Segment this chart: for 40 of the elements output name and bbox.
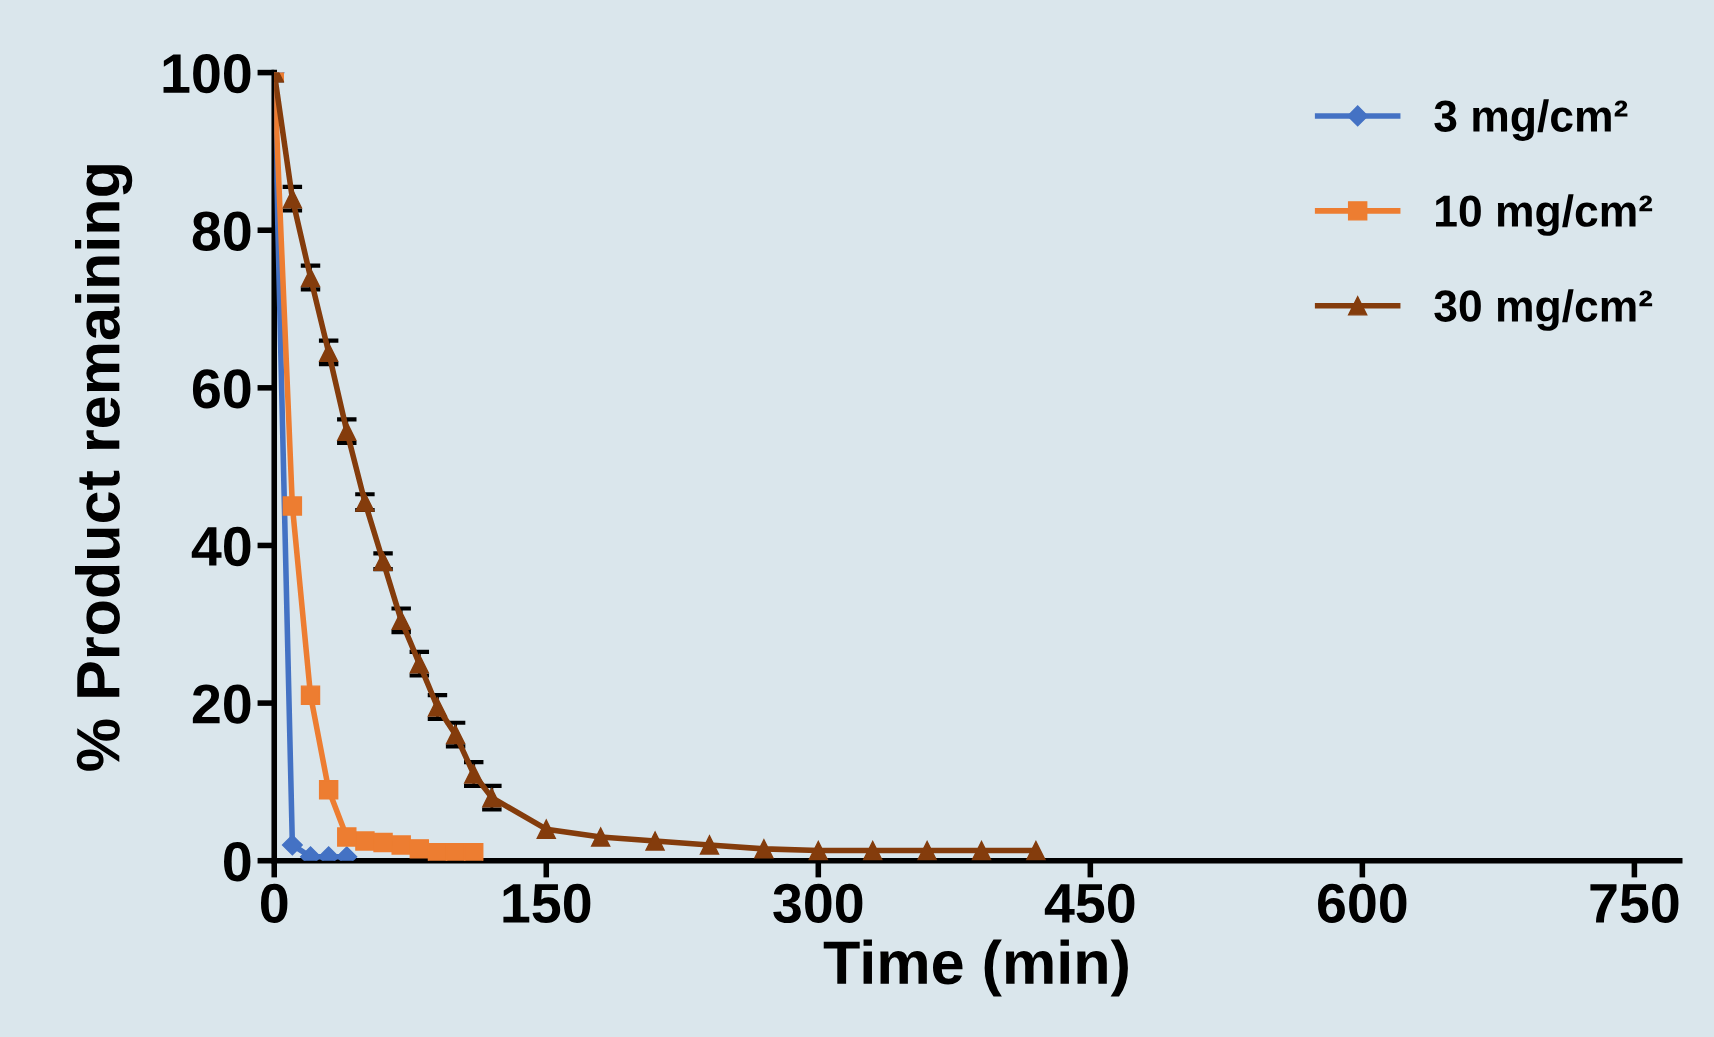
point bbox=[645, 831, 665, 851]
point bbox=[445, 843, 466, 861]
point bbox=[409, 839, 430, 859]
point bbox=[536, 819, 556, 839]
legend-label: 3 mg/cm² bbox=[1434, 99, 1628, 141]
point bbox=[355, 831, 375, 851]
point bbox=[754, 839, 774, 859]
point bbox=[971, 840, 992, 861]
y-tick-label: 40 bbox=[191, 526, 251, 567]
point bbox=[318, 780, 339, 800]
point bbox=[808, 840, 829, 861]
point bbox=[281, 834, 303, 856]
point bbox=[427, 843, 448, 861]
x-tick-label: 150 bbox=[503, 883, 591, 924]
point bbox=[1026, 840, 1046, 861]
x-tick-label: 600 bbox=[1318, 883, 1407, 924]
y-tick-label: 80 bbox=[192, 211, 251, 251]
point bbox=[391, 835, 411, 855]
x-axis-title: Time (min) bbox=[823, 939, 1128, 997]
point bbox=[590, 827, 611, 847]
x-tick-label: 450 bbox=[1044, 883, 1135, 924]
point bbox=[373, 832, 393, 853]
x-tick-label: 0 bbox=[260, 883, 288, 924]
x-tick-label: 300 bbox=[773, 883, 863, 924]
y-tick-label: 20 bbox=[192, 684, 251, 724]
legend-label: 10 mg/cm² bbox=[1436, 194, 1653, 236]
point bbox=[300, 685, 321, 705]
point bbox=[699, 835, 720, 855]
y-tick-label: 100 bbox=[163, 53, 251, 94]
point bbox=[464, 843, 484, 861]
x-tick-label: 750 bbox=[1590, 883, 1679, 924]
legend-label: 30 mg/cm² bbox=[1434, 289, 1653, 331]
point bbox=[862, 840, 883, 861]
y-tick-label: 0 bbox=[224, 842, 251, 882]
point bbox=[282, 496, 303, 516]
point bbox=[337, 827, 357, 847]
point bbox=[917, 840, 937, 861]
y-axis-title: % Product remaining bbox=[75, 165, 133, 771]
y-tick-label: 60 bbox=[192, 369, 251, 409]
point bbox=[337, 421, 357, 441]
